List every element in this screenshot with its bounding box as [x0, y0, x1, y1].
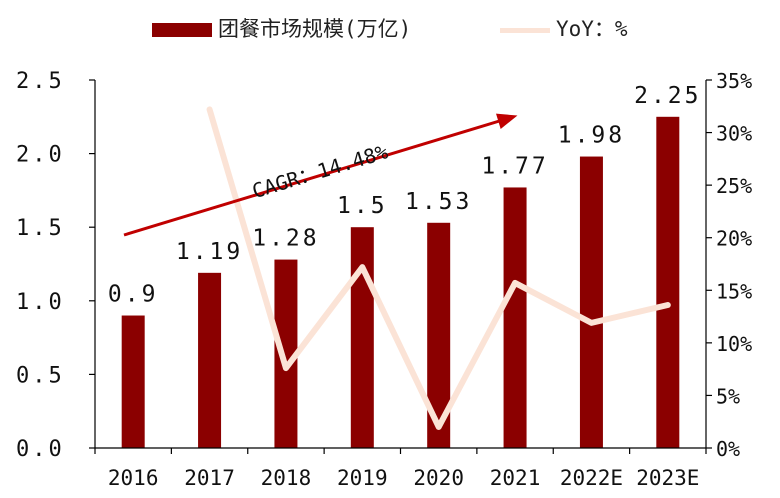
y-right-tick-label: 25% — [716, 174, 752, 198]
bar-series — [121, 116, 680, 449]
yoy-point-2017 — [207, 106, 213, 112]
x-tick-label-2016: 2016 — [108, 466, 159, 490]
y-right-tick-label: 10% — [716, 332, 752, 356]
bar-value-label-2019: 1.5 — [337, 193, 388, 219]
bar-2022E — [579, 156, 603, 448]
yoy-point-2020 — [436, 424, 442, 430]
axes: 0.0 0.5 1.0 1.5 2.0 2.5 0% 5% 10% 15% 20% 25% 30% 35%… — [16, 69, 752, 490]
legend-line-label: YoY：% — [556, 17, 628, 41]
yoy-point-2022E — [588, 320, 594, 326]
yoy-point-2018 — [283, 365, 289, 371]
x-tick-label-2022E: 2022E — [560, 466, 623, 490]
bar-2019 — [350, 227, 374, 448]
bar-value-labels: 0.9 1.19 1.28 1.5 1.53 1.77 1.98 2.25 — [108, 83, 701, 308]
bar-2018 — [274, 259, 298, 448]
y-left-tick-label: 0.0 — [16, 437, 65, 462]
yoy-point-2021 — [512, 280, 518, 286]
y-left-tick-label: 1.0 — [16, 290, 65, 315]
y-left-tick-label: 2.5 — [16, 69, 65, 94]
bar-2017 — [198, 272, 222, 448]
cagr-arrow-head — [496, 113, 518, 129]
bar-value-label-2020: 1.53 — [405, 189, 472, 215]
yoy-line-series — [206, 106, 671, 430]
yoy-point-2023E — [665, 302, 671, 308]
yoy-point-2019 — [359, 264, 365, 270]
legend-line-swatch — [500, 28, 550, 33]
y-left-tick-label: 2.0 — [16, 143, 65, 168]
y-right-tick-label: 30% — [716, 122, 752, 146]
cagr-arrow: CAGR：14.48% — [123, 113, 518, 237]
y-right-tick-label: 5% — [716, 384, 740, 408]
y-right-tick-label: 35% — [716, 69, 752, 93]
y-right-tick-label: 15% — [716, 279, 752, 303]
bar-value-label-2021: 1.77 — [481, 153, 548, 179]
bar-value-label-2022E: 1.98 — [558, 123, 625, 149]
bar-value-label-2016: 0.9 — [108, 282, 159, 308]
x-tick-label-2019: 2019 — [337, 466, 388, 490]
y-left-tick-label: 1.5 — [16, 216, 65, 241]
legend-bar-swatch — [152, 23, 212, 37]
y-right-tick-label: 0% — [716, 437, 740, 461]
bar-value-label-2017: 1.19 — [176, 239, 243, 265]
cagr-arrow-line — [123, 117, 507, 237]
x-tick-label-2018: 2018 — [261, 466, 312, 490]
bar-value-label-2018: 1.28 — [252, 226, 319, 252]
y-right-tick-label: 20% — [716, 227, 752, 251]
bar-2021 — [503, 187, 527, 448]
bar-2023E — [656, 116, 680, 449]
legend-bar-label: 团餐市场规模(万亿) — [218, 17, 412, 41]
x-tick-label-2021: 2021 — [490, 466, 541, 490]
y-left-tick-label: 0.5 — [16, 363, 65, 388]
x-tick-label-2020: 2020 — [413, 466, 464, 490]
bar-2016 — [121, 315, 145, 448]
bar-value-label-2023E: 2.25 — [634, 83, 701, 109]
x-tick-label-2023E: 2023E — [636, 466, 699, 490]
bar-2020 — [427, 222, 451, 448]
legend: 团餐市场规模(万亿) YoY：% — [0, 14, 780, 44]
x-tick-label-2017: 2017 — [184, 466, 235, 490]
